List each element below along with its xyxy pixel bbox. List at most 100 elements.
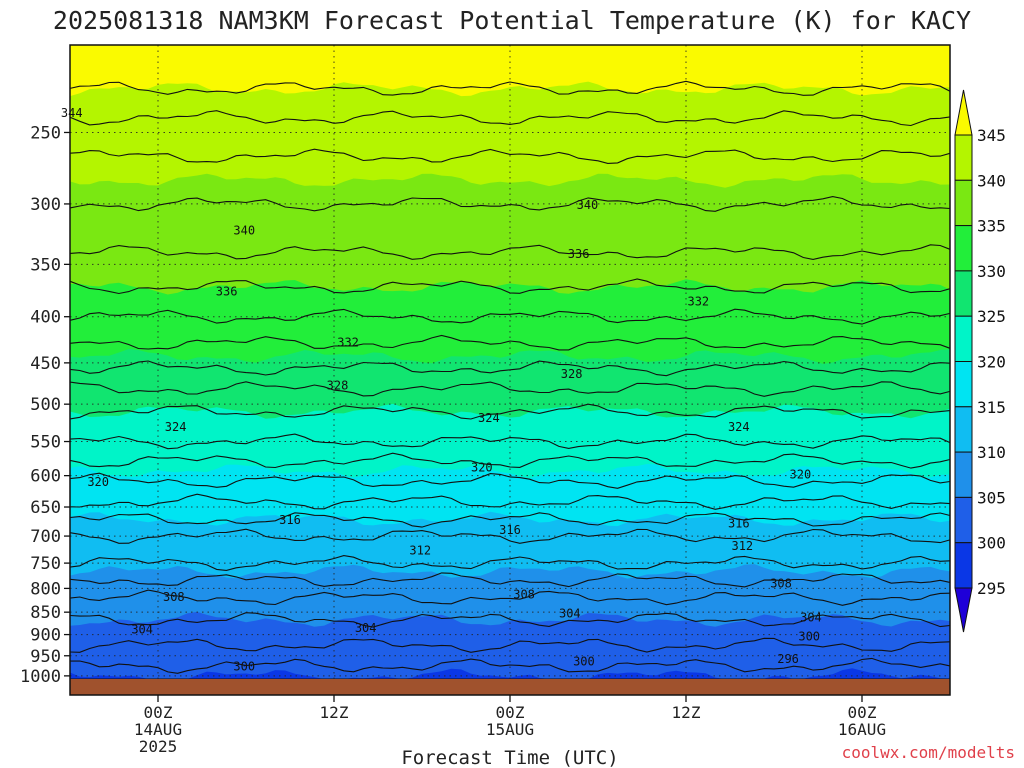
contour-line xyxy=(69,612,951,628)
contour-label: 328 xyxy=(327,379,349,393)
colorbar-swatch xyxy=(954,225,973,272)
colorbar-arrow-bottom xyxy=(954,587,973,633)
contour-line xyxy=(69,433,951,450)
contour-line xyxy=(69,381,951,397)
contour-label: 320 xyxy=(790,467,812,481)
contour-label: 300 xyxy=(233,659,255,673)
contour-label: 328 xyxy=(561,367,583,381)
colorbar-label: 320 xyxy=(977,353,1006,372)
contour-line xyxy=(69,472,951,489)
x-tick-label: 12Z xyxy=(320,703,349,722)
contour-label: 320 xyxy=(471,461,493,475)
y-axis: 250 300 350 400 450 500 550 600 650 700 750 800 850 9… xyxy=(20,123,70,687)
x-tick-label: 2025 xyxy=(139,737,178,756)
contour-label: 324 xyxy=(165,420,187,434)
grid-lines xyxy=(70,45,950,679)
credit-text: coolwx.com/modelts xyxy=(842,743,1015,762)
y-tick-label: 800 xyxy=(30,579,61,599)
colorbar-label: 310 xyxy=(977,443,1006,462)
contour-label: 316 xyxy=(499,523,521,537)
colorbar-label: 335 xyxy=(977,217,1006,236)
contour-label: 304 xyxy=(355,621,377,635)
colorbar-label: 340 xyxy=(977,171,1006,190)
contour-line xyxy=(69,657,951,674)
y-tick-label: 700 xyxy=(30,527,61,547)
contour-label: 332 xyxy=(337,335,359,349)
colorbar-swatch xyxy=(954,542,973,589)
contour-line xyxy=(69,110,951,127)
contour-line xyxy=(69,334,951,351)
x-tick-label: 15AUG xyxy=(486,720,534,739)
y-tick-label: 600 xyxy=(30,467,61,487)
y-tick-label: 500 xyxy=(30,395,61,415)
y-tick-label: 400 xyxy=(30,308,61,328)
contour-labels: 344 340 340 336 336 332 332 328 328 324 324 324 320 3… xyxy=(61,106,822,673)
y-tick-label: 350 xyxy=(30,255,61,275)
contour-label: 336 xyxy=(568,247,590,261)
contour-label: 336 xyxy=(216,284,238,298)
contour-label: 304 xyxy=(800,611,822,625)
y-tick-label: 850 xyxy=(30,603,61,623)
contour-line xyxy=(69,403,951,420)
y-tick-label: 750 xyxy=(30,554,61,574)
colorbar-label: 295 xyxy=(977,579,1006,598)
colorbar-swatch xyxy=(954,134,973,181)
colorbar-label: 325 xyxy=(977,307,1006,326)
colorbar-swatch xyxy=(954,315,973,363)
contour-label: 304 xyxy=(131,622,153,636)
contour-label: 320 xyxy=(87,475,109,489)
contour-line xyxy=(69,308,951,325)
colorbar: 295 300 305 310 315 320 325 330 335 340 345 xyxy=(954,89,1006,633)
colorbar-swatch xyxy=(954,179,973,227)
contour-label: 304 xyxy=(559,607,581,621)
contour-label: 324 xyxy=(728,420,750,434)
contour-label: 308 xyxy=(770,576,792,590)
contour-label: 324 xyxy=(478,411,500,425)
contour-label: 332 xyxy=(687,295,709,309)
contour-label: 296 xyxy=(777,652,799,666)
contour-label: 312 xyxy=(731,539,753,553)
ground-surface xyxy=(70,679,950,695)
contour-line xyxy=(69,244,951,260)
x-tick-label: 16AUG xyxy=(838,720,886,739)
colorbar-label: 315 xyxy=(977,398,1006,417)
contour-line xyxy=(69,80,951,96)
colorbar-label: 345 xyxy=(977,126,1006,145)
contour-label: 316 xyxy=(728,517,750,531)
contour-label: 340 xyxy=(233,223,255,237)
contour-label: 300 xyxy=(573,655,595,669)
contour-line xyxy=(69,572,951,588)
colorbar-arrow-top xyxy=(954,89,973,136)
colorbar-label: 300 xyxy=(977,534,1006,553)
colorbar-swatch xyxy=(954,270,973,317)
colorbar-swatch xyxy=(954,406,973,453)
x-tick-label: 12Z xyxy=(672,703,701,722)
contour-line xyxy=(69,589,951,606)
contour-line xyxy=(69,512,951,528)
contour-line xyxy=(69,555,951,571)
colorbar-swatch xyxy=(954,361,973,408)
y-tick-label: 450 xyxy=(30,354,61,374)
colorbar-label: 330 xyxy=(977,262,1006,281)
contour-line xyxy=(69,493,951,510)
contour-label: 340 xyxy=(577,198,599,212)
y-tick-label: 650 xyxy=(30,498,61,518)
colorbar-swatch xyxy=(954,496,973,544)
contour-label: 312 xyxy=(409,543,431,557)
y-tick-label: 300 xyxy=(30,195,61,215)
y-tick-label: 1000 xyxy=(20,667,61,687)
x-tick-label: 00Z xyxy=(848,703,877,722)
contour-label: 344 xyxy=(61,106,83,120)
plot-area: 344 340 340 336 336 332 332 328 328 324 324 324 320 3… xyxy=(61,44,951,696)
contour-label: 316 xyxy=(279,513,301,527)
y-tick-label: 950 xyxy=(30,647,61,667)
contour-line xyxy=(69,452,951,469)
contour-label: 308 xyxy=(163,590,185,604)
x-axis-label: Forecast Time (UTC) xyxy=(401,747,618,768)
y-tick-label: 550 xyxy=(30,433,61,453)
theta-fill-layers xyxy=(70,45,950,680)
contour-line xyxy=(69,148,951,164)
y-tick-label: 250 xyxy=(30,123,61,143)
